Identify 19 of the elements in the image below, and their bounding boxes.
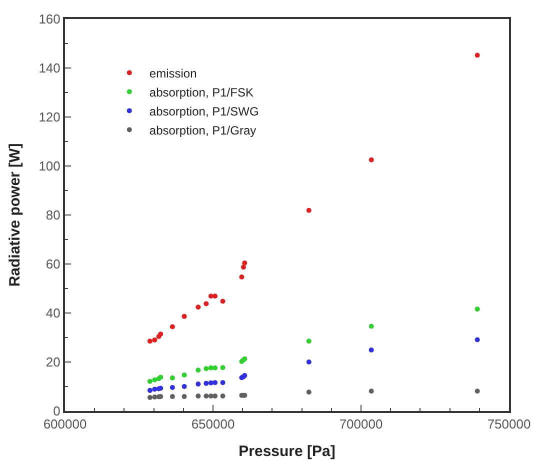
- y-tick-label: 140: [38, 60, 60, 76]
- y-tick-label: 80: [46, 208, 60, 223]
- x-tick-label: 750000: [487, 416, 531, 432]
- legend-label: emission: [149, 66, 197, 80]
- x-tick-label: 600000: [43, 416, 87, 432]
- x-tick-label: 650000: [191, 416, 235, 432]
- y-tick-label: 160: [38, 12, 60, 27]
- y-tick-label: 120: [38, 110, 60, 125]
- y-tick-label: 20: [46, 354, 60, 370]
- legend-label: absorption, P1/SWG: [149, 104, 259, 118]
- legend-label: absorption, P1/FSK: [149, 85, 254, 100]
- x-axis-title: Pressure [Pa]: [238, 443, 336, 460]
- y-tick-label: 100: [38, 158, 60, 174]
- legend-label: absorption, P1/Gray: [149, 123, 256, 138]
- y-tick-label: 0: [53, 404, 60, 419]
- y-axis-title: Radiative power [W]: [6, 143, 24, 287]
- x-tick-label: 700000: [339, 416, 383, 432]
- y-tick-label: 40: [46, 306, 60, 321]
- y-tick-label: 60: [46, 256, 60, 272]
